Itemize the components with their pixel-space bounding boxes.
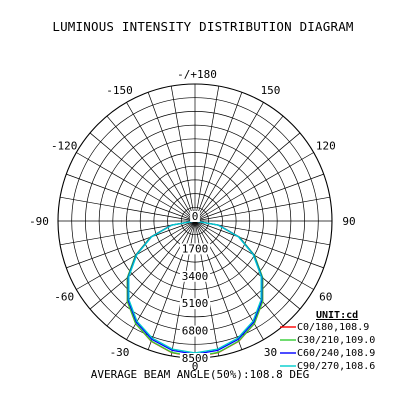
angle-label: 120 (316, 140, 336, 153)
grid-spoke (66, 220, 196, 269)
angle-label: -60 (54, 291, 74, 304)
angle-label: 30 (264, 346, 277, 359)
grid-spoke (194, 220, 264, 340)
chart-title: LUMINOUS INTENSITY DISTRIBUTION DIAGRAM (52, 19, 353, 34)
legend: UNIT:cd C0/180,108.9 C30/210,109.0 C60/240… (280, 310, 375, 372)
grid-spoke (89, 220, 196, 310)
grid-spoke (106, 220, 196, 327)
grid-spoke (147, 220, 196, 350)
grid-spoke (194, 220, 324, 269)
ring-label: 8500 (182, 352, 209, 365)
grid-spoke (194, 152, 314, 222)
angle-label: -120 (51, 140, 78, 153)
angle-label: -/+180 (177, 68, 217, 81)
average-beam-angle-label: AVERAGE BEAM ANGLE(50%):108.8 DEG (91, 368, 310, 381)
legend-entry: C60/240,108.9 (297, 348, 375, 359)
ring-label: 5100 (182, 297, 209, 310)
grid-spoke (60, 196, 196, 222)
angle-label: -30 (110, 346, 130, 359)
grid-spoke (194, 132, 301, 222)
ring-label-backing (190, 211, 200, 222)
grid-spoke (126, 220, 196, 340)
grid-spoke (194, 102, 264, 222)
angle-label: 150 (261, 84, 281, 97)
grid-spoke (66, 173, 196, 222)
grid-spoke (76, 152, 196, 222)
ring-label-backing (179, 325, 211, 337)
ring-label: 0 (192, 210, 199, 223)
grid-spoke (194, 220, 284, 327)
ring-label: 1700 (182, 242, 209, 255)
angle-label: -150 (106, 84, 133, 97)
legend-unit-label: UNIT:cd (316, 310, 358, 321)
grid-spoke (194, 220, 301, 310)
grid-spoke (170, 86, 196, 222)
angle-labels: -/+180 150 -150 120 -120 90 -90 60 -60 30 -30 0 (29, 68, 356, 373)
angle-label: 90 (342, 215, 355, 228)
grid-spoke (194, 173, 324, 222)
grid-spoke (106, 115, 196, 222)
angle-label: 0 (192, 360, 199, 373)
grid-spoke (194, 86, 220, 222)
grid-spoke (194, 220, 243, 350)
grid-spoke (194, 196, 330, 222)
grid-spoke (194, 115, 284, 222)
legend-entry: C90/270,108.6 (297, 361, 375, 372)
angle-label: 60 (319, 291, 332, 304)
grid-spoke (89, 132, 196, 222)
ring-label-backing (179, 298, 211, 310)
ring-label: 3400 (182, 270, 209, 283)
ring-label: 6800 (182, 325, 209, 338)
ring-labels: 0 1700 3400 5100 6800 8500 (179, 210, 211, 365)
legend-entry: C30/210,109.0 (297, 335, 375, 346)
ring-label-backing (179, 243, 211, 255)
legend-entry: C0/180,108.9 (297, 322, 369, 333)
intensity-curve (128, 220, 262, 354)
ring-label-backing (179, 270, 211, 282)
grid-spoke (147, 92, 196, 222)
angle-label: -90 (29, 215, 49, 228)
grid-spoke (126, 102, 196, 222)
grid-spoke (194, 92, 243, 222)
ring-label-backing (179, 353, 211, 364)
